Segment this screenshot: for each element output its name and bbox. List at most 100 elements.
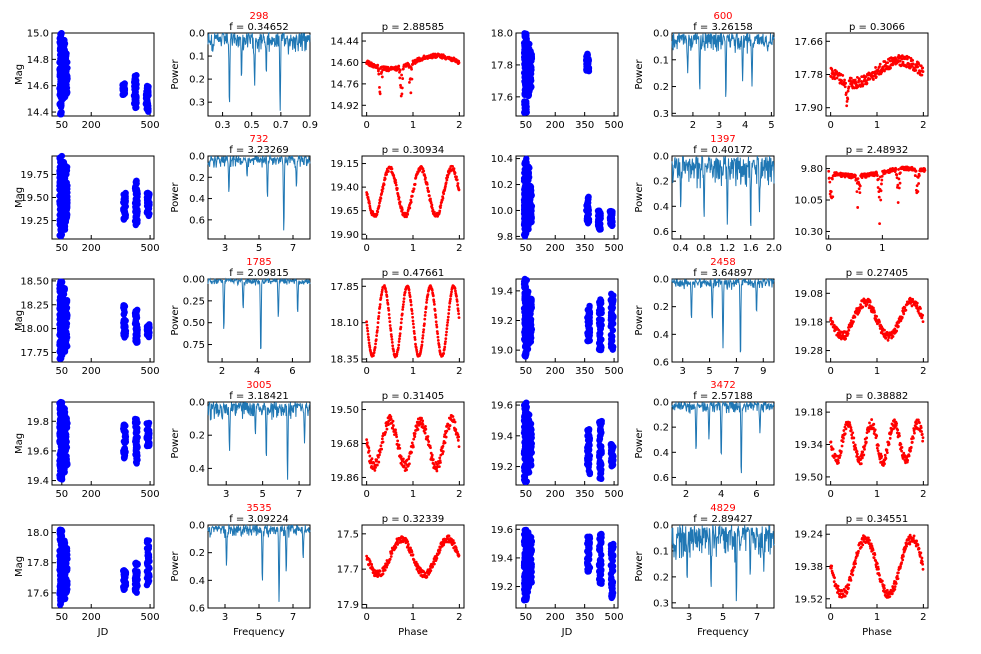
phase-point [398, 337, 401, 341]
lightcurve-point [526, 40, 533, 48]
phase-point [831, 321, 835, 324]
x-tick-label: 2 [456, 366, 462, 377]
phase-point [857, 187, 861, 191]
phase-point [368, 202, 371, 205]
phase-point [391, 419, 395, 423]
phase-point [445, 178, 449, 182]
y-tick-label: 19.15 [330, 159, 359, 170]
y-axis-label: Mag [14, 187, 25, 208]
phase-point [921, 66, 925, 70]
phase-point [894, 168, 898, 171]
phase-point [898, 181, 902, 185]
phase-point [373, 468, 377, 472]
phase-point [408, 80, 411, 84]
phase-point [444, 181, 448, 185]
y-tick-label: 19.25 [20, 216, 49, 227]
phase-point [841, 74, 845, 77]
phase-point [449, 292, 453, 296]
phase-point [400, 317, 403, 321]
x-tick-label: 3 [222, 243, 228, 254]
lightcurve-point [122, 428, 129, 436]
y-axis-label: Mag [14, 310, 25, 331]
y-tick-label: 0.2 [653, 82, 669, 93]
plot-frame [671, 32, 775, 117]
lightcurve-point [525, 288, 532, 295]
phase-point [412, 437, 416, 441]
lightcurve-point [525, 226, 532, 233]
phase-point [844, 337, 848, 341]
y-tick-label: 18.50 [20, 276, 49, 287]
phase-point [431, 294, 435, 298]
phase-point [430, 203, 434, 207]
phase-point [397, 196, 401, 199]
lightcurve-point [584, 337, 591, 345]
x-tick-label: 200 [82, 366, 101, 377]
lightcurve-point [121, 323, 129, 330]
lightcurve-point [131, 91, 139, 98]
phase-point [377, 460, 381, 464]
phase-point [868, 77, 872, 81]
phase-point [435, 469, 439, 473]
y-tick-label: 10.0 [491, 206, 513, 217]
phase-point [365, 326, 369, 330]
phase-point [877, 177, 880, 181]
period-label: p = 0.3066 [849, 22, 905, 33]
lightcurve-point [586, 446, 593, 453]
y-tick-label: 9.80 [801, 164, 823, 175]
phase-point [375, 212, 379, 216]
phase-point [399, 83, 402, 87]
y-tick-label: 19.68 [330, 439, 359, 450]
phase-point [860, 456, 864, 460]
lightcurve-point [528, 192, 535, 199]
phase-point [381, 187, 385, 190]
x-tick-label: 0.7 [273, 120, 289, 131]
y-tick-label: 0.4 [653, 202, 669, 213]
lightcurve-point [586, 437, 593, 444]
lightcurve-point [133, 308, 140, 315]
phase-point [844, 81, 848, 85]
x-tick-label: 7 [296, 489, 302, 500]
phase-point [409, 91, 413, 95]
phase-point [859, 462, 863, 466]
phase-point [429, 197, 432, 201]
phase-point [401, 457, 405, 461]
phase-point [398, 68, 402, 72]
phase-point [845, 104, 849, 108]
x-tick-label: 1.2 [719, 243, 735, 254]
x-tick-label: 50 [55, 120, 68, 131]
phase-point [372, 351, 376, 355]
lightcurve-point [596, 304, 604, 312]
plot-frame [515, 32, 619, 117]
phase-point [410, 67, 413, 71]
phase-point [858, 309, 861, 313]
phase-point [861, 450, 865, 454]
lightcurve-point [133, 419, 140, 426]
phase-point [443, 441, 447, 445]
phase-point [400, 73, 403, 77]
lightcurve-point [527, 70, 535, 77]
y-tick-label: 0.00 [183, 275, 205, 286]
y-tick-label: 17.90 [794, 103, 823, 114]
x-tick-label: 0.3 [215, 120, 231, 131]
phase-point [413, 432, 417, 435]
x-tick-label: 3 [223, 489, 229, 500]
lightcurve-point [526, 450, 533, 457]
phase-point [896, 325, 900, 328]
phase-point [411, 319, 415, 323]
phase-point [456, 438, 460, 442]
lightcurve-point [584, 460, 591, 468]
phase-point [900, 315, 904, 319]
phase-point [375, 334, 379, 337]
lightcurve-point [521, 100, 528, 108]
phase-point [846, 332, 850, 335]
phase-point [447, 308, 451, 312]
phase-point [425, 301, 428, 304]
lightcurve-point [62, 314, 70, 321]
y-tick-label: 14.92 [330, 101, 359, 112]
lightcurve-point [584, 314, 592, 322]
periodogram-line [207, 154, 311, 231]
lightcurve-point [596, 226, 603, 233]
